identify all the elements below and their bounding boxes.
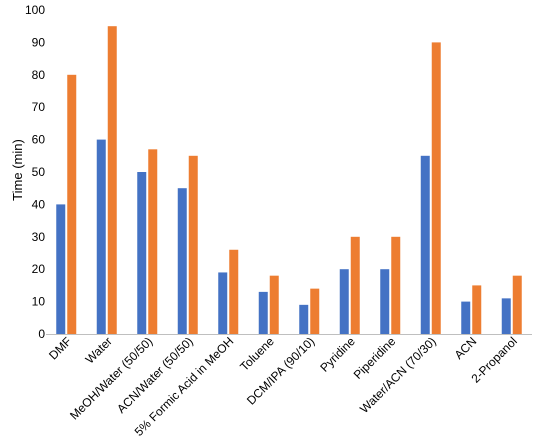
y-tick-label: 20 — [32, 262, 46, 276]
y-axis-ticks: 0 10 20 30 40 50 60 70 80 90 100 — [25, 3, 45, 341]
bar-series-2 — [350, 236, 360, 334]
y-axis-title: Time (min) — [10, 139, 25, 201]
bar-series-1 — [177, 188, 187, 334]
y-tick-label: 40 — [32, 197, 46, 211]
bar-series-2 — [472, 285, 482, 334]
y-tick-label: 0 — [38, 327, 45, 341]
bar-series-1 — [258, 291, 268, 334]
x-tick-label: Pyridine — [317, 334, 358, 375]
bar-series-1 — [339, 269, 349, 334]
bar-series-1 — [420, 155, 430, 334]
bar-series-2 — [107, 26, 117, 334]
bars — [56, 26, 522, 335]
x-tick-label: ACN/Water (50/50) — [114, 334, 196, 416]
y-tick-label: 60 — [32, 133, 46, 147]
x-tick-label: Water/ACN (70/30) — [357, 334, 439, 416]
y-tick-label: 50 — [32, 165, 46, 179]
bar-series-2 — [67, 74, 77, 335]
y-tick-label: 100 — [25, 3, 45, 17]
bar-series-2 — [148, 149, 158, 334]
y-axis-title-group: Time (min) — [10, 139, 25, 201]
bar-series-2 — [188, 155, 198, 334]
bar-series-1 — [461, 301, 471, 334]
bar-series-1 — [218, 272, 228, 334]
x-tick-label: ACN — [452, 334, 480, 362]
y-tick-label: 80 — [32, 68, 46, 82]
bar-series-2 — [431, 42, 441, 335]
bar-series-2 — [391, 236, 401, 334]
bar-series-1 — [96, 139, 106, 334]
bar-series-2 — [229, 249, 239, 334]
bar-series-1 — [380, 269, 390, 334]
y-tick-label: 90 — [32, 35, 46, 49]
x-tick-label: Toluene — [237, 334, 277, 374]
y-tick-label: 70 — [32, 100, 46, 114]
bar-series-1 — [137, 172, 147, 334]
bar-series-1 — [56, 204, 66, 334]
bar-series-1 — [299, 304, 309, 334]
bar-series-2 — [269, 275, 279, 334]
x-tick-label: Water — [83, 334, 115, 366]
x-tick-label: DMF — [46, 334, 74, 362]
bar-series-1 — [501, 298, 511, 334]
bar-series-2 — [310, 288, 320, 334]
y-tick-label: 30 — [32, 230, 46, 244]
bar-series-2 — [512, 275, 522, 334]
y-tick-label: 10 — [32, 295, 46, 309]
